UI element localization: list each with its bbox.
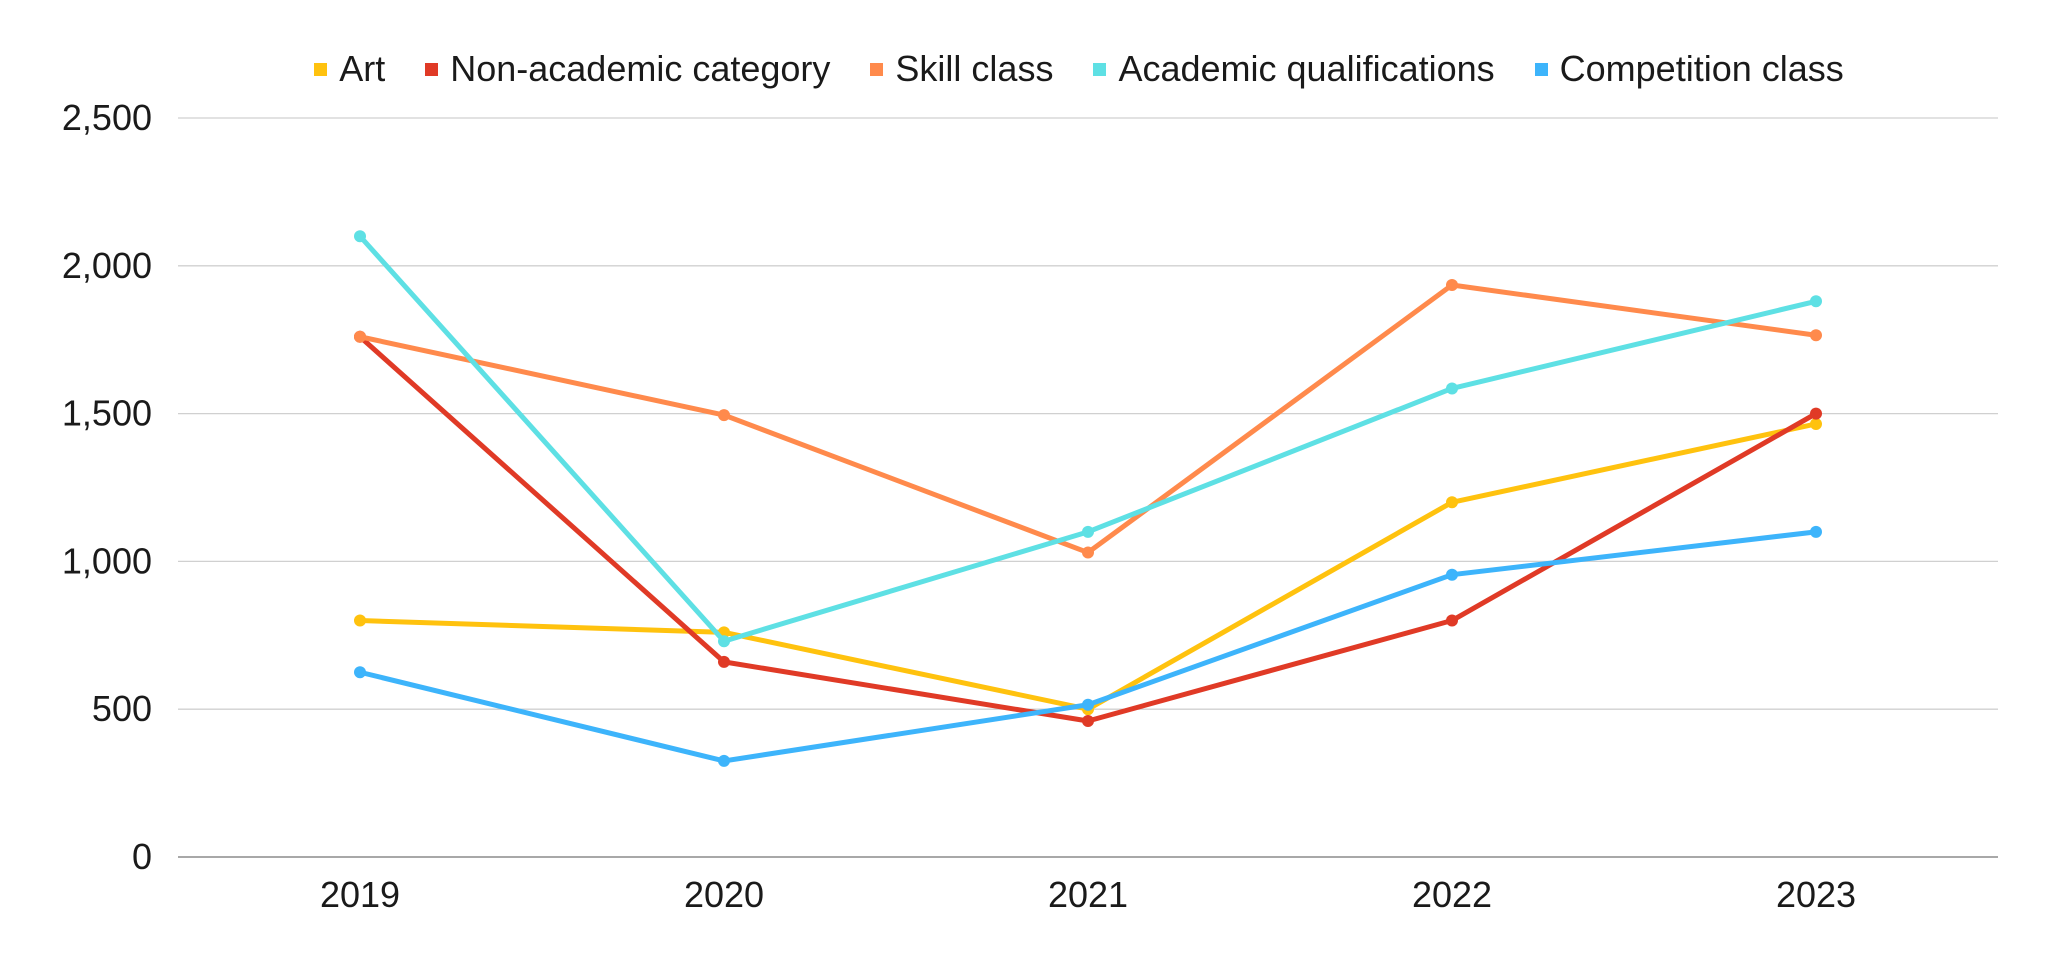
data-point	[1446, 568, 1458, 581]
data-point	[1082, 698, 1094, 711]
legend: Art Non-academic category Skill class Ac…	[0, 48, 2048, 90]
data-point	[1810, 525, 1822, 538]
data-point	[1446, 614, 1458, 627]
legend-label: Academic qualifications	[1118, 48, 1495, 89]
legend-item-competition: Competition class	[1534, 48, 1844, 90]
x-tick-label: 2023	[1776, 874, 1856, 915]
y-tick-label: 1,000	[62, 540, 152, 581]
data-point	[1446, 496, 1458, 509]
legend-swatch	[1093, 62, 1107, 76]
data-point	[1810, 295, 1822, 308]
data-point	[1082, 715, 1094, 728]
series-line-art	[359, 421, 1817, 712]
data-point	[718, 754, 730, 767]
data-point	[1810, 407, 1822, 420]
legend-swatch	[314, 62, 328, 76]
data-point	[354, 330, 366, 343]
series-line-academic-qualifications	[358, 234, 1817, 644]
data-point	[1810, 417, 1822, 430]
x-tick-label: 2019	[320, 874, 400, 915]
x-tick-label: 2020	[684, 874, 764, 915]
data-point	[718, 635, 730, 648]
y-tick-label: 1,500	[62, 393, 152, 434]
legend-label: Art	[339, 48, 386, 89]
data-point	[1446, 382, 1458, 395]
legend-swatch	[425, 62, 439, 76]
data-point	[1082, 525, 1094, 538]
legend-item-art: Art	[314, 48, 385, 90]
data-point	[1446, 279, 1458, 292]
legend-item-non-academic: Non-academic category	[425, 48, 830, 90]
x-tick-label: 2021	[1048, 874, 1128, 915]
y-tick-label: 2,500	[62, 97, 152, 138]
data-point	[1082, 546, 1094, 559]
legend-label: Competition class	[1559, 48, 1844, 89]
data-point	[1810, 329, 1822, 342]
data-point	[354, 230, 366, 243]
legend-item-academic: Academic qualifications	[1093, 48, 1495, 90]
data-point	[718, 655, 730, 668]
data-point	[718, 409, 730, 422]
legend-item-skill: Skill class	[870, 48, 1053, 90]
data-point	[354, 666, 366, 679]
data-point	[354, 614, 366, 627]
y-tick-label: 0	[132, 836, 152, 877]
x-tick-label: 2022	[1412, 874, 1492, 915]
legend-label: Non-academic category	[450, 48, 831, 89]
legend-label: Skill class	[895, 48, 1054, 89]
legend-swatch	[1534, 62, 1548, 76]
series-line-skill-class	[359, 282, 1817, 556]
y-tick-label: 2,000	[62, 245, 152, 286]
y-tick-label: 500	[92, 688, 152, 729]
legend-swatch	[870, 62, 884, 76]
